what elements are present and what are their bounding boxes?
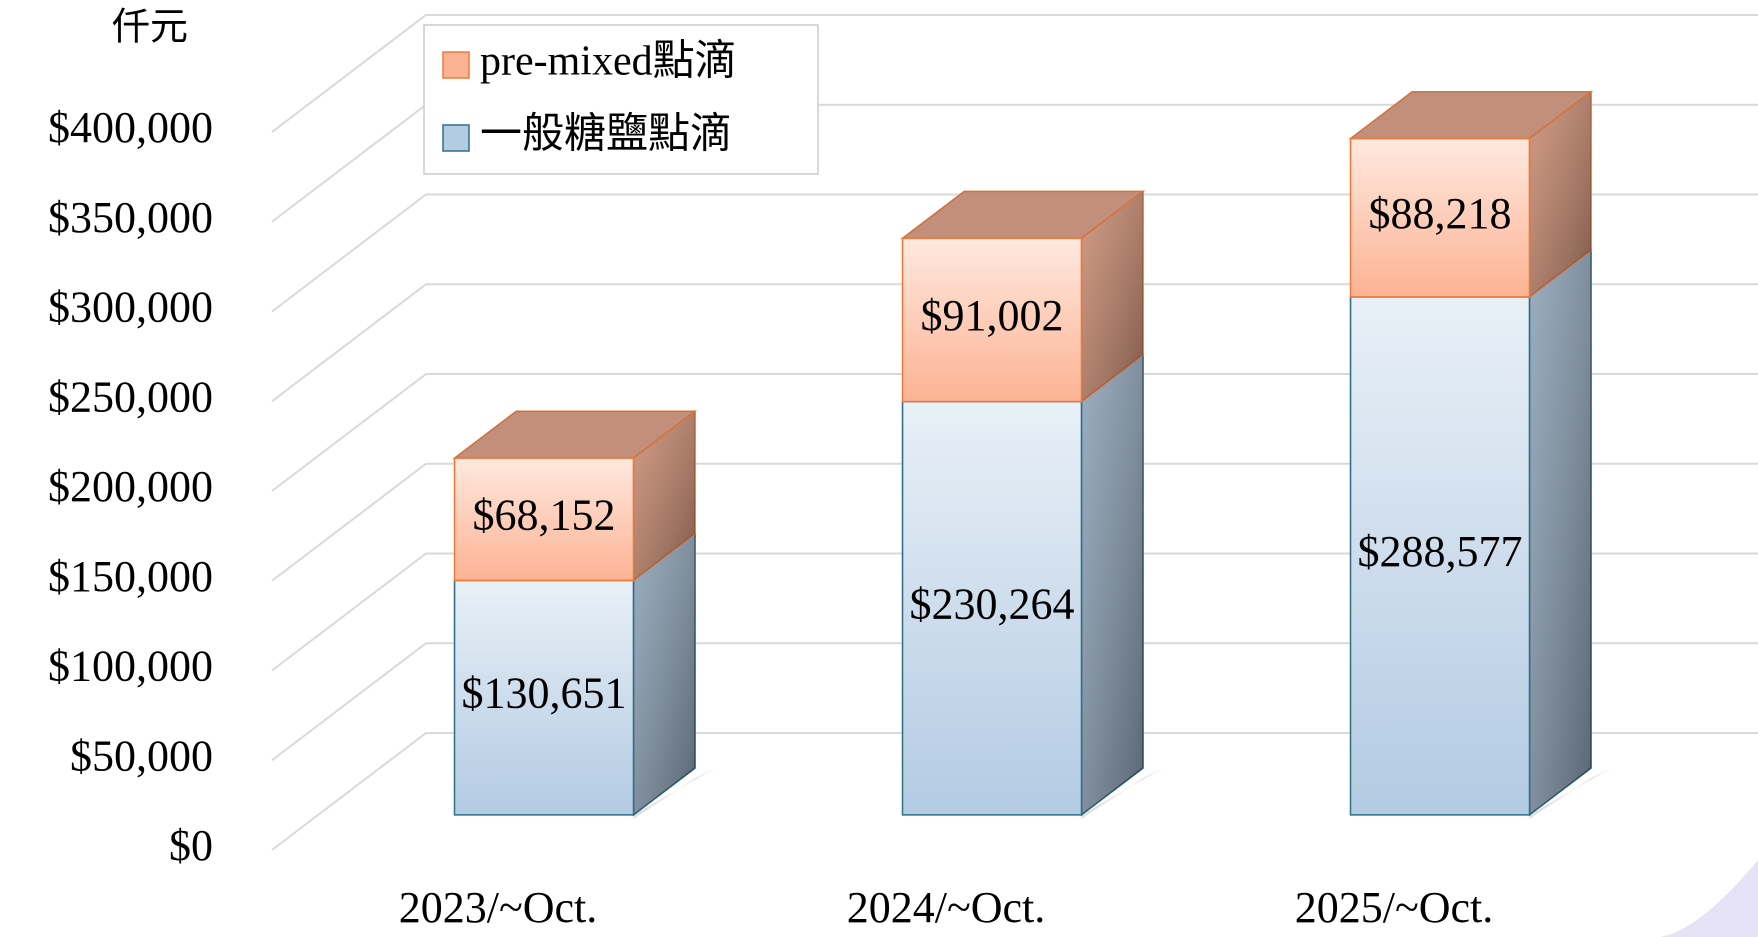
bar-top-shade: [902, 191, 1144, 239]
y-tick-label: $200,000: [48, 462, 213, 511]
grid-line: [271, 642, 1758, 762]
y-tick-label: $0: [169, 821, 213, 870]
legend-swatch: [442, 124, 470, 152]
bar-side-shade: [1081, 191, 1144, 402]
bar-side-shade: [1529, 250, 1592, 815]
x-tick-label: 2023/~Oct.: [399, 883, 598, 932]
grid-line: [271, 552, 1758, 672]
data-label: $288,577: [1358, 527, 1523, 576]
legend-label: pre-mixed點滴: [480, 38, 737, 85]
data-label: $130,651: [462, 669, 627, 718]
data-label: $230,264: [910, 579, 1075, 628]
unit-label: 仟元: [112, 7, 188, 49]
bar-shine: [1351, 297, 1529, 814]
bar-shine: [903, 239, 1081, 401]
y-tick-label: $250,000: [48, 372, 213, 421]
grid-line: [271, 283, 1758, 403]
y-tick-label: $350,000: [48, 193, 213, 242]
bar-side-shade: [633, 533, 696, 815]
data-label: $88,218: [1369, 189, 1512, 238]
bar-shine: [455, 459, 633, 580]
bar-shine: [1351, 139, 1529, 296]
legend-swatch: [442, 51, 470, 79]
grid-line: [271, 373, 1758, 492]
bar-top-shade: [454, 411, 696, 459]
y-tick-label: $100,000: [48, 642, 213, 691]
bar-side-shade: [633, 411, 696, 581]
corner-decoration: [1660, 860, 1758, 937]
y-tick-label: $50,000: [70, 731, 213, 780]
x-tick-label: 2024/~Oct.: [847, 883, 1046, 932]
bar-shine: [903, 402, 1081, 814]
bar-shine: [455, 581, 633, 814]
grid-line: [271, 462, 1758, 582]
y-tick-label: $400,000: [48, 103, 213, 152]
x-tick-label: 2025/~Oct.: [1295, 883, 1494, 932]
bar-side-shade: [1081, 354, 1144, 815]
bar-top-shade: [1350, 91, 1592, 139]
grid-line: [271, 732, 1758, 851]
legend-box: [423, 24, 819, 175]
grid-line: [271, 193, 1758, 313]
data-label: $68,152: [473, 490, 616, 539]
legend-label: 一般糖鹽點滴: [480, 111, 732, 158]
y-tick-label: $300,000: [48, 283, 213, 332]
grid-line: [271, 14, 1758, 133]
data-label: $91,002: [921, 291, 1064, 340]
y-tick-label: $150,000: [48, 552, 213, 601]
bar-side-shade: [1529, 91, 1592, 297]
